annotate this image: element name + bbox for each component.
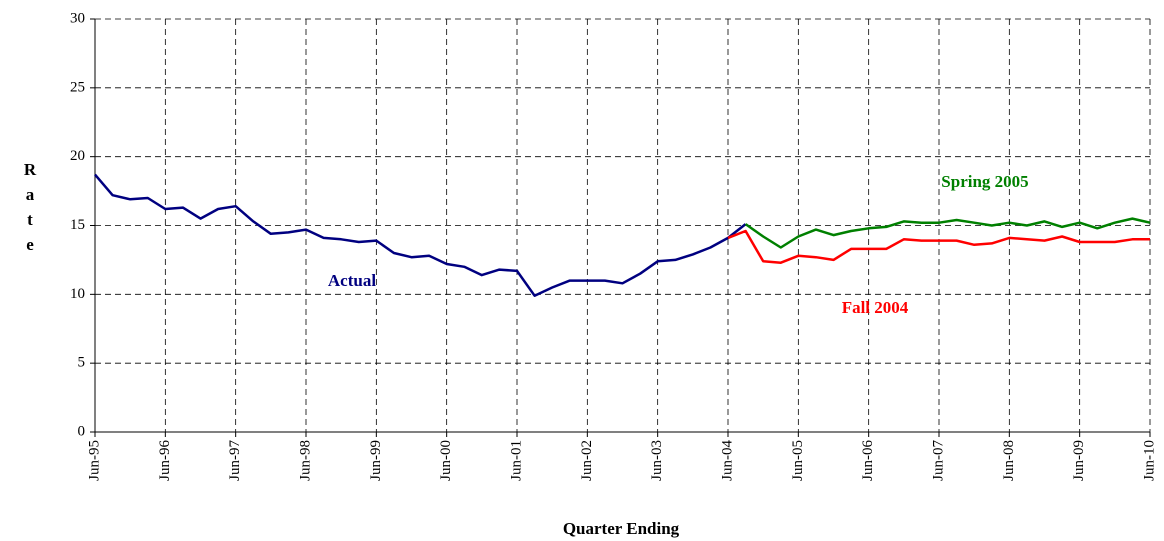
series-label: Spring 2005 (941, 172, 1028, 191)
x-tick-label: Jun-95 (86, 440, 102, 481)
y-tick-label: 15 (70, 217, 85, 233)
x-tick-label: Jun-03 (649, 440, 665, 481)
x-tick-label: Jun-00 (438, 440, 454, 481)
x-tick-label: Jun-06 (860, 440, 876, 481)
x-tick-label: Jun-08 (1001, 440, 1017, 481)
x-axis-title: Quarter Ending (563, 519, 680, 538)
x-tick-label: Jun-97 (227, 440, 243, 481)
x-tick-label: Jun-02 (579, 440, 595, 481)
x-tick-label: Jun-01 (508, 440, 524, 481)
x-tick-label: Jun-99 (368, 440, 384, 481)
y-tick-label: 30 (70, 10, 85, 26)
x-tick-label: Jun-04 (719, 440, 735, 481)
series-line (744, 217, 1151, 249)
y-tick-label: 25 (70, 79, 85, 95)
x-tick-label: Jun-98 (297, 440, 313, 481)
y-tick-label: 0 (78, 423, 86, 439)
series-line (727, 229, 1150, 264)
y-axis-title: Rate (21, 160, 40, 260)
y-tick-label: 10 (70, 286, 85, 302)
x-tick-label: Jun-05 (790, 440, 806, 481)
y-tick-label: 20 (70, 148, 85, 164)
series-line (94, 173, 747, 297)
x-tick-label: Jun-09 (1071, 440, 1087, 481)
y-tick-label: 5 (78, 355, 86, 371)
series-label: Actual (328, 271, 376, 290)
x-tick-label: Jun-07 (930, 440, 946, 481)
series-label: Fall 2004 (842, 298, 909, 317)
x-tick-label: Jun-10 (1141, 440, 1157, 481)
x-tick-label: Jun-96 (157, 440, 173, 481)
